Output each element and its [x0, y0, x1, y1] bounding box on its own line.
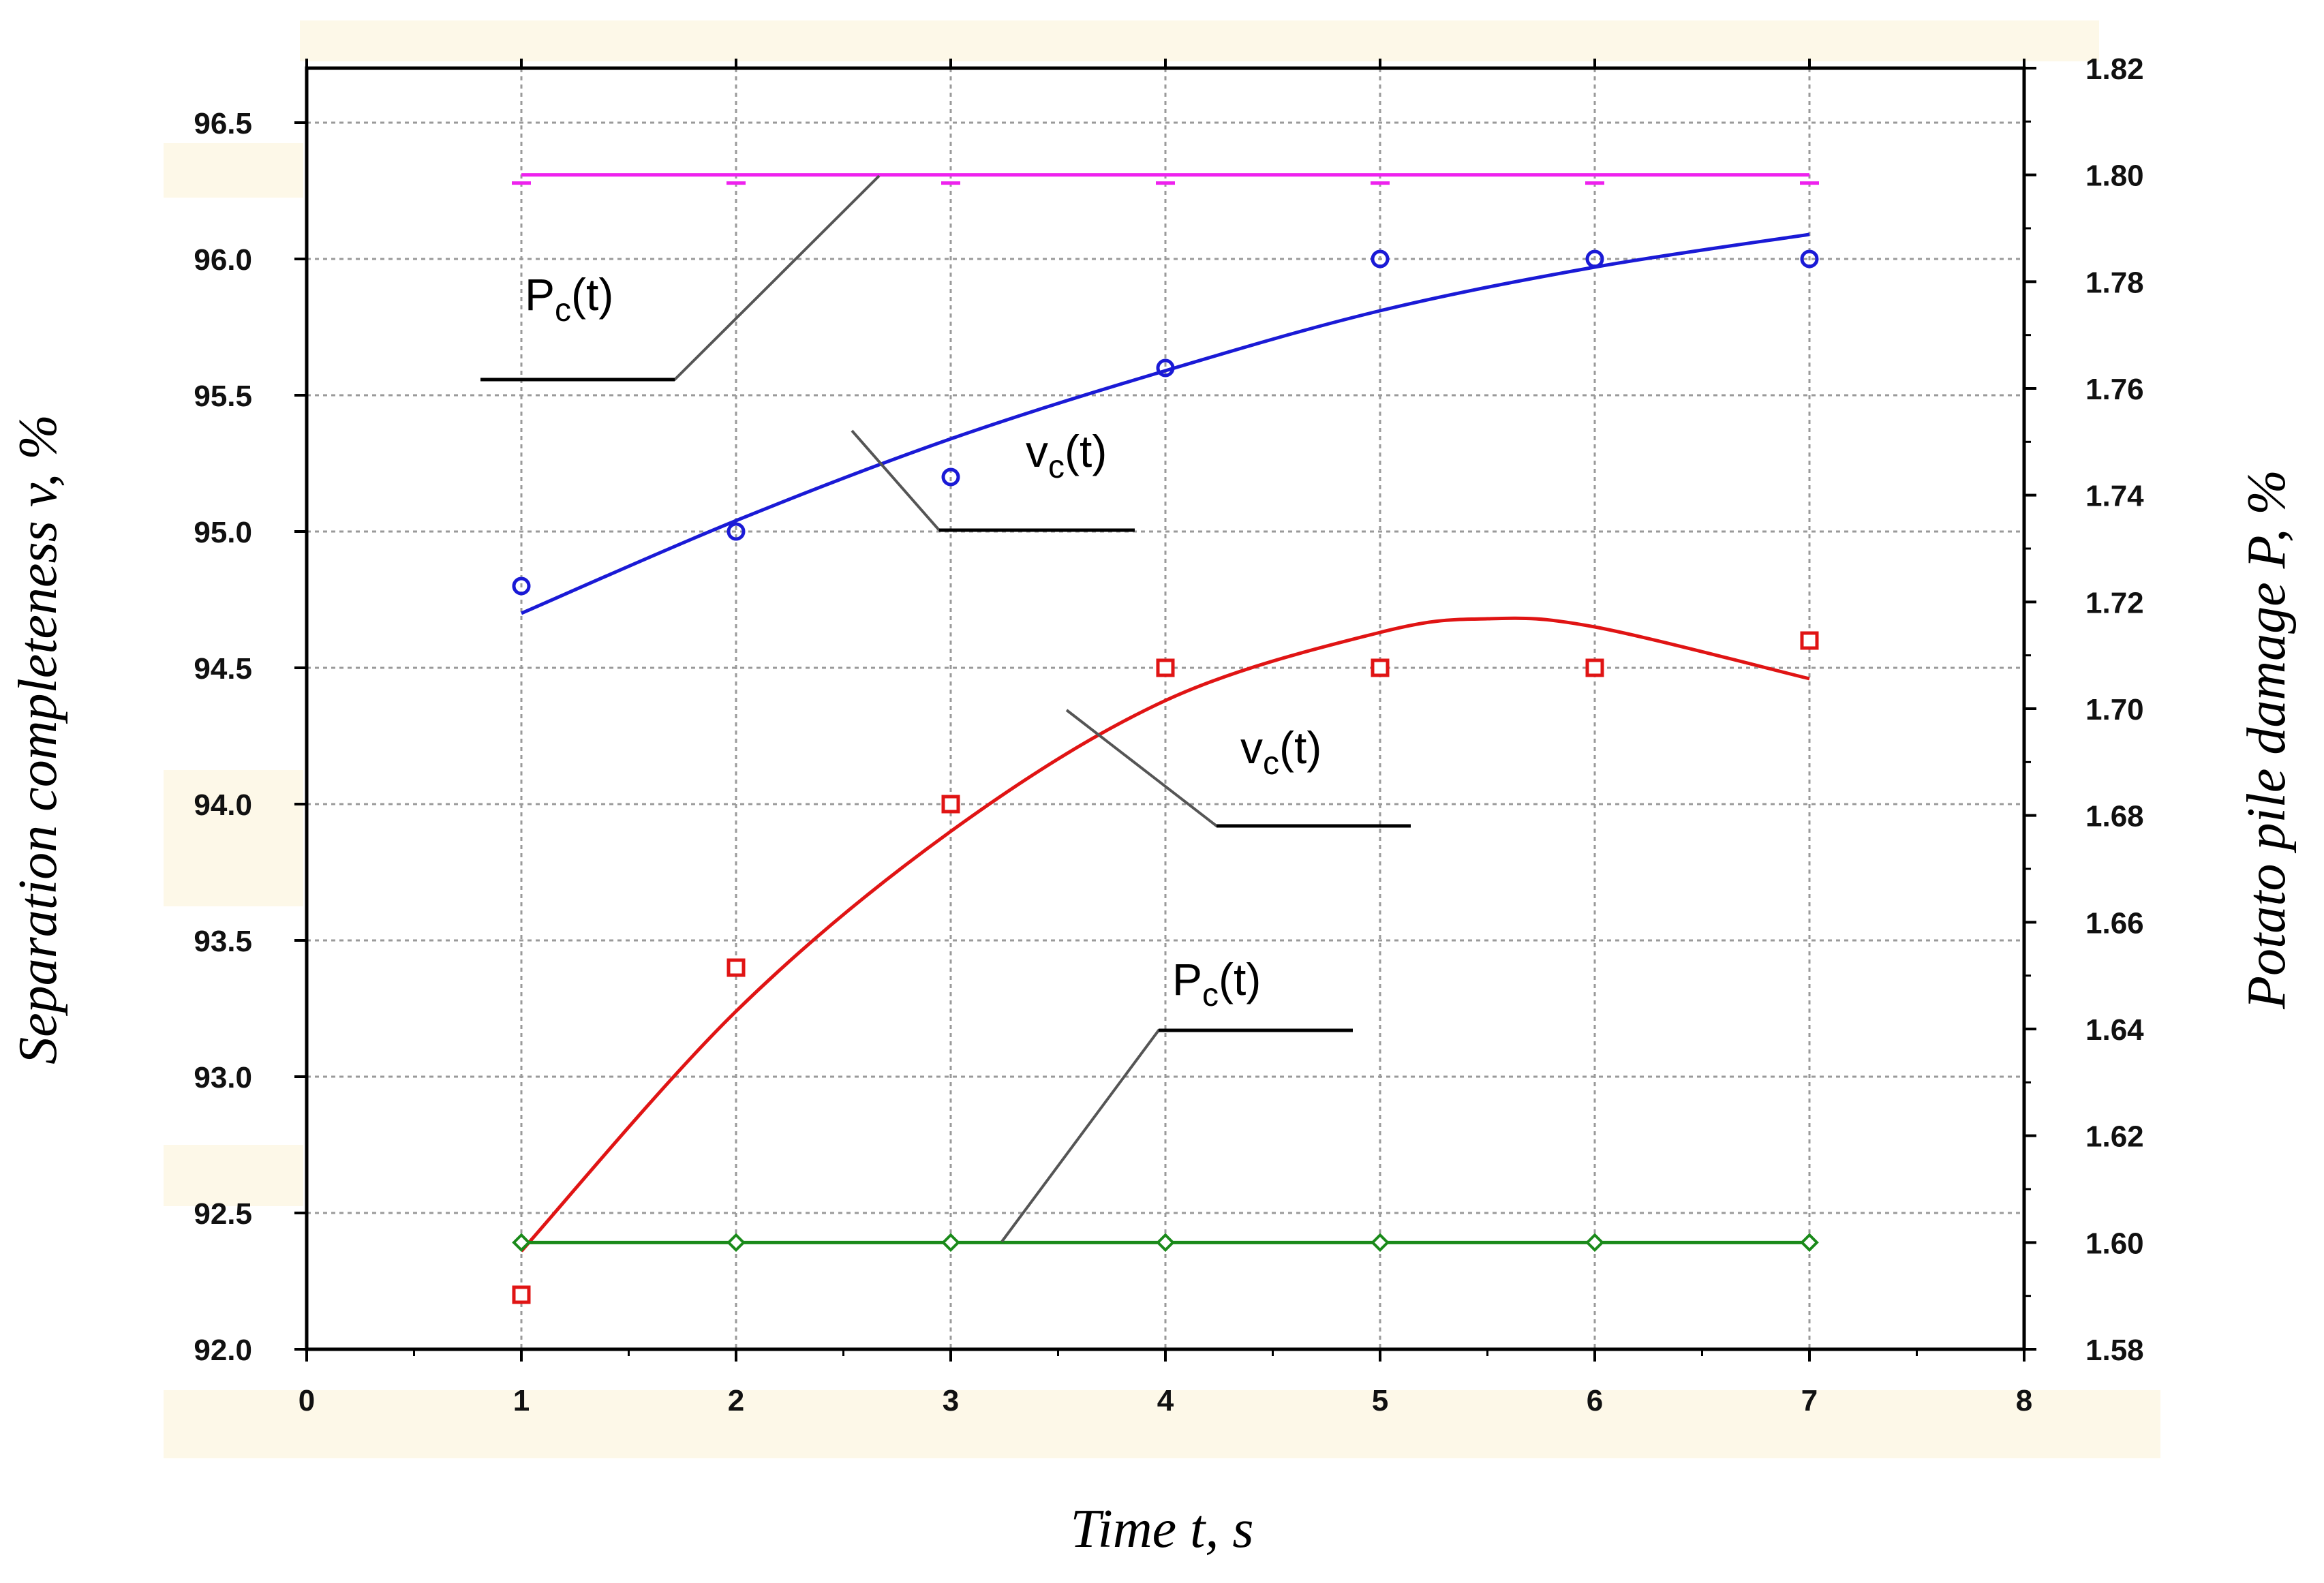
y-right-tick-label: 1.76: [2085, 373, 2144, 406]
fit-curves: [520, 173, 1810, 1252]
data-point-red: [512, 1285, 531, 1304]
x-tick-label: 4: [1157, 1384, 1174, 1417]
y-left-tick-label: 93.0: [194, 1061, 252, 1094]
data-point-blue: [512, 577, 531, 596]
y-left-tick-label: 96.0: [194, 243, 252, 277]
grid-lines: [307, 68, 2024, 1349]
x-tick-label: 8: [2016, 1384, 2032, 1417]
tick-marks: [294, 59, 2036, 1362]
x-axis-title: Time t, s: [1071, 1499, 1254, 1559]
y-left-tick-label: 95.5: [194, 380, 252, 413]
data-point-red: [1800, 631, 1819, 650]
y-left-tick-label: 96.5: [194, 107, 252, 140]
annotation-leaders: [480, 174, 1411, 1243]
y-right-tick-labels: 1.58 1.60 1.62 1.64 1.66 1.68 1.70 1.72 1.74 1.76…: [2085, 52, 2144, 1367]
y-right-tick-label: 1.78: [2085, 266, 2144, 299]
y-right-tick-label: 1.82: [2085, 52, 2144, 86]
y-left-tick-label: 94.0: [194, 788, 252, 822]
data-point-green: [727, 1233, 746, 1252]
background-band-1: [164, 770, 303, 906]
background-band-3: [164, 1390, 2160, 1458]
x-tick-label: 7: [1801, 1384, 1818, 1417]
data-point-red: [727, 958, 746, 977]
y-right-tick-label: 1.62: [2085, 1120, 2144, 1154]
data-point-green: [512, 1233, 531, 1252]
background-band-top: [300, 20, 2099, 61]
background-band-2: [164, 1145, 303, 1206]
data-point-red: [941, 795, 960, 814]
curve-annotation-1: vc(t): [1026, 426, 1107, 485]
y-right-tick-label: 1.70: [2085, 693, 2144, 726]
y-left-tick-label: 94.5: [194, 652, 252, 686]
y-right-tick-label: 1.58: [2085, 1334, 2144, 1367]
annotation-leader-2: [1065, 709, 1411, 827]
x-tick-label: 6: [1587, 1384, 1603, 1417]
data-markers: [512, 181, 1819, 1304]
y-right-tick-label: 1.72: [2085, 586, 2144, 619]
data-point-blue: [1371, 249, 1390, 268]
y-right-tick-label: 1.80: [2085, 159, 2144, 193]
fit-curve-red: [520, 616, 1810, 1252]
x-tick-label: 3: [943, 1384, 959, 1417]
annotation-leader-3: [1000, 1029, 1353, 1243]
background-band-0: [164, 143, 303, 198]
y-left-tick-label: 93.5: [194, 925, 252, 958]
data-point-green: [1371, 1233, 1390, 1252]
curve-annotation-0: Pc(t): [525, 269, 613, 328]
data-point-blue: [727, 522, 746, 541]
y-left-tick-label: 92.5: [194, 1197, 252, 1231]
y-right-tick-label: 1.68: [2085, 800, 2144, 833]
data-point-blue: [1800, 249, 1819, 268]
data-point-red: [1585, 658, 1604, 677]
data-point-green: [1800, 1233, 1819, 1252]
data-point-red: [1371, 658, 1390, 677]
y-right-tick-label: 1.66: [2085, 906, 2144, 940]
data-point-green: [1585, 1233, 1604, 1252]
data-point-blue: [1585, 249, 1604, 268]
y-left-tick-label: 95.0: [194, 516, 252, 549]
curve-annotations: Pc(t) vc(t) vc(t) Pc(t): [525, 269, 1321, 1013]
x-tick-label: 2: [728, 1384, 744, 1417]
data-point-blue: [1156, 358, 1175, 378]
y-right-axis-title: Potato pile damage P, %: [2237, 470, 2297, 1010]
y-left-tick-labels: 92.0 92.5 93.0 93.5 94.0 94.5 95.0 95.5 96.0 96.5: [194, 107, 252, 1367]
y-right-tick-label: 1.60: [2085, 1227, 2144, 1260]
data-point-green: [1156, 1233, 1175, 1252]
curve-annotation-3: Pc(t): [1172, 954, 1261, 1013]
x-tick-label: 1: [513, 1384, 530, 1417]
data-point-blue: [941, 467, 960, 487]
y-right-tick-label: 1.64: [2085, 1013, 2144, 1047]
background-bands: [164, 20, 2160, 1458]
x-tick-label: 0: [299, 1384, 315, 1417]
x-tick-label: 5: [1372, 1384, 1388, 1417]
y-left-axis-title: Separation completeness v, %: [8, 414, 68, 1064]
y-left-tick-label: 92.0: [194, 1334, 252, 1367]
data-point-red: [1156, 658, 1175, 677]
y-right-tick-label: 1.74: [2085, 480, 2144, 513]
x-tick-labels: 0 1 2 3 4 5 6 7 8: [299, 1384, 2032, 1417]
curve-annotation-2: vc(t): [1240, 722, 1321, 782]
data-point-green: [941, 1233, 960, 1252]
